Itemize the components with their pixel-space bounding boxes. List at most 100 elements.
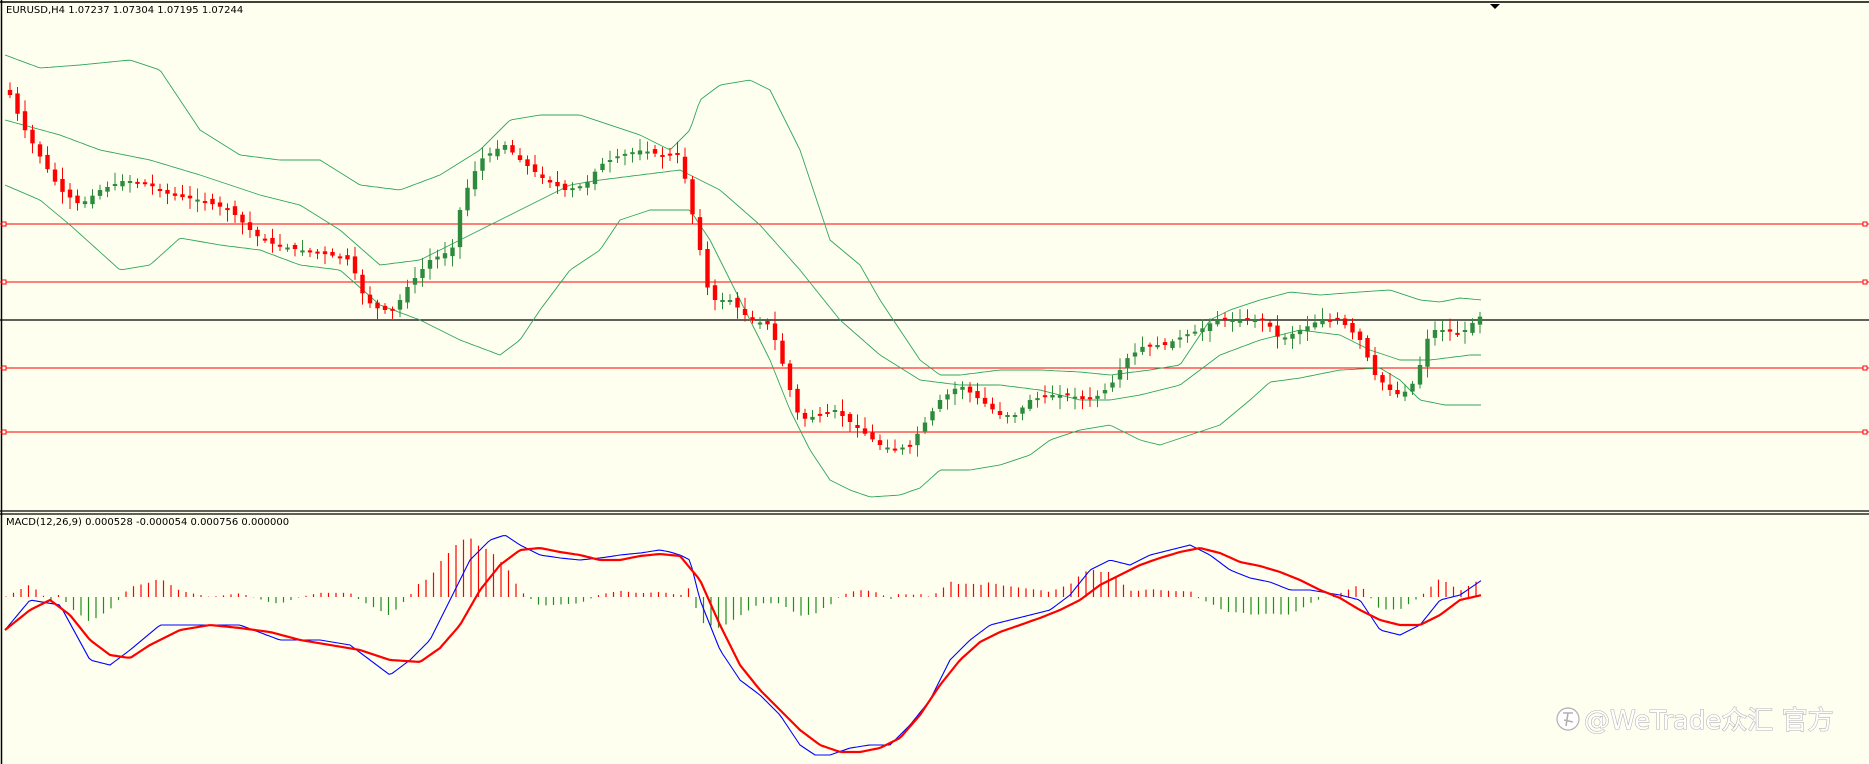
candlestick: [67, 183, 73, 210]
candlestick: [37, 141, 43, 164]
shift-marker-icon[interactable]: [1490, 4, 1500, 9]
candlestick: [1297, 325, 1303, 345]
candlestick: [705, 241, 710, 296]
level-handle-left[interactable]: [1, 221, 7, 227]
candlestick: [1365, 335, 1370, 362]
candlestick: [990, 397, 995, 414]
level-handle-right[interactable]: [1862, 279, 1868, 285]
candlestick: [97, 184, 103, 200]
candlestick: [45, 146, 50, 173]
candlestick: [1260, 313, 1265, 332]
candlestick: [30, 124, 35, 154]
candlestick: [615, 148, 620, 164]
candlestick: [1057, 385, 1063, 410]
candlestick: [510, 140, 515, 155]
candlestick: [262, 233, 268, 243]
candlestick: [780, 333, 785, 367]
candlestick: [1125, 353, 1130, 380]
candlestick: [442, 242, 448, 266]
candlestick: [1372, 347, 1378, 381]
candlestick: [1402, 384, 1408, 402]
macd-signal-line: [4, 546, 1482, 754]
candlestick: [322, 246, 328, 265]
candlestick: [210, 193, 215, 210]
candlestick: [1290, 326, 1295, 349]
candlestick: [112, 172, 118, 191]
candlestick: [945, 389, 950, 410]
candlestick: [982, 387, 988, 407]
candlestick: [285, 243, 290, 252]
candlestick: [1425, 329, 1430, 378]
candlestick: [127, 174, 133, 193]
candlestick: [937, 394, 943, 412]
candlestick: [967, 382, 973, 403]
candlestick: [532, 154, 538, 178]
candlestick: [1012, 412, 1018, 423]
level-handle-left[interactable]: [1, 429, 7, 435]
candlestick: [592, 168, 598, 191]
candlestick: [1320, 308, 1325, 328]
level-handle-left[interactable]: [1, 279, 7, 285]
candlestick: [660, 147, 665, 169]
candlestick: [652, 144, 658, 157]
candlestick: [735, 292, 740, 319]
candlestick: [195, 188, 200, 213]
macd-pane[interactable]: [4, 535, 1482, 756]
candlestick: [150, 174, 155, 195]
candlestick: [405, 279, 410, 309]
candlestick: [765, 318, 770, 330]
candlestick: [397, 294, 403, 318]
level-handle-left[interactable]: [1, 365, 7, 371]
candlestick: [1050, 385, 1055, 401]
candlestick: [757, 317, 763, 329]
candlestick: [622, 149, 628, 166]
level-handle-right[interactable]: [1862, 221, 1868, 227]
candlestick: [885, 439, 890, 453]
candlestick: [90, 189, 95, 209]
candlestick: [697, 209, 703, 256]
candlestick: [1447, 318, 1453, 341]
candlestick: [637, 138, 643, 161]
candlestick: [1380, 372, 1385, 391]
candlestick: [330, 248, 335, 258]
candlestick: [292, 242, 298, 257]
candlestick: [1357, 328, 1363, 349]
level-handle-right[interactable]: [1862, 365, 1868, 371]
candlestick: [1020, 405, 1025, 421]
candlestick: [712, 279, 718, 311]
candlestick: [1440, 318, 1445, 342]
candlestick: [105, 181, 110, 198]
candlestick: [810, 409, 815, 423]
candlestick: [307, 247, 313, 258]
candlestick: [547, 176, 553, 188]
candlestick: [975, 382, 980, 405]
candlestick: [1470, 318, 1475, 336]
candlestick: [585, 175, 590, 196]
candlestick: [232, 200, 238, 223]
candlestick: [1162, 338, 1168, 350]
candlestick: [1275, 315, 1280, 349]
candlestick: [1095, 390, 1100, 408]
candlestick: [1177, 329, 1183, 348]
candlestick: [1327, 313, 1333, 328]
candlestick: [255, 226, 260, 247]
candlestick: [682, 147, 688, 184]
candlestick: [382, 303, 388, 314]
candlestick: [915, 426, 920, 457]
candlestick: [187, 186, 193, 209]
candlestick: [1305, 315, 1310, 341]
candlestick: [555, 171, 560, 194]
main-price-pane[interactable]: [0, 54, 1869, 498]
candlestick: [82, 196, 88, 208]
candlestick: [277, 234, 283, 252]
candlestick: [412, 267, 418, 294]
candlestick: [577, 183, 583, 191]
candlestick: [742, 297, 748, 322]
level-handle-right[interactable]: [1862, 429, 1868, 435]
candlestick: [1072, 387, 1078, 410]
candlestick: [675, 141, 680, 164]
candlestick: [1230, 312, 1235, 332]
bollinger-lower-band: [4, 184, 1481, 498]
